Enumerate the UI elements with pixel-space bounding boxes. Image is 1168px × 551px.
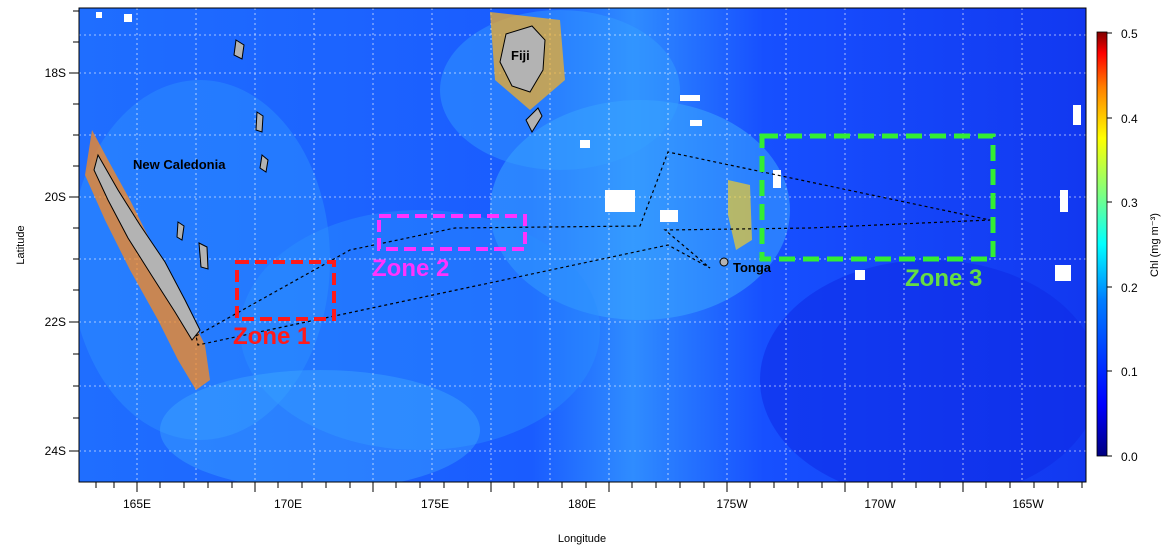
place-label-tonga: Tonga xyxy=(733,260,772,275)
new-caledonia-island xyxy=(93,153,201,341)
cruise-track xyxy=(195,151,991,346)
zone-3-box xyxy=(759,133,996,262)
chl-patch xyxy=(760,260,1086,482)
fiji-island xyxy=(499,25,546,93)
y-tick-labels: 18S 20S 22S 24S xyxy=(45,66,66,458)
loyalty-island xyxy=(198,242,209,270)
chl-patch xyxy=(490,100,790,320)
zone-2-label: Zone 2 xyxy=(372,255,449,282)
tonga-island xyxy=(719,257,729,267)
colorbar-tick-label: 0.2 xyxy=(1121,281,1138,295)
colorbar-tick-label: 0.1 xyxy=(1121,365,1138,379)
y-tick-label: 20S xyxy=(45,190,66,204)
x-tick-label: 165W xyxy=(1012,497,1044,511)
y-tick-label: 18S xyxy=(45,66,66,80)
x-axis-title: Longitude xyxy=(558,533,606,545)
vanuatu-island xyxy=(255,111,264,133)
zone-1-label: Zone 1 xyxy=(233,323,310,350)
x-tick-label: 175W xyxy=(716,497,748,511)
vanuatu-island xyxy=(259,154,269,173)
map-panel: New Caledonia Fiji Tonga Zone 1 Zone 2 Z… xyxy=(79,8,1086,482)
x-tick-label: 180E xyxy=(568,497,596,511)
no-data-gaps xyxy=(96,12,1081,281)
graticule xyxy=(79,8,1086,482)
zone-1-box xyxy=(235,260,336,321)
chl-patch xyxy=(240,210,600,450)
tonga-bloom xyxy=(728,180,752,250)
colorbar-tick-label: 0.5 xyxy=(1121,27,1138,41)
colorbar-ramp xyxy=(1096,31,1108,457)
fiji-island xyxy=(525,107,543,134)
loyalty-island xyxy=(176,221,185,241)
x-axis xyxy=(79,481,1086,492)
y-axis xyxy=(69,8,80,482)
x-tick-label: 175E xyxy=(421,497,449,511)
zone-3-label: Zone 3 xyxy=(905,265,982,292)
place-label-fiji: Fiji xyxy=(511,48,530,63)
place-label-new-caledonia: New Caledonia xyxy=(133,157,226,172)
x-tick-label: 165E xyxy=(123,497,151,511)
x-tick-label: 170W xyxy=(864,497,896,511)
x-tick-label: 170E xyxy=(274,497,302,511)
zone-2-box xyxy=(377,214,527,251)
colorbar-tick-label: 0.0 xyxy=(1121,450,1138,464)
y-tick-label: 24S xyxy=(45,444,66,458)
y-tick-label: 22S xyxy=(45,315,66,329)
loyalty-island xyxy=(233,39,245,60)
colorbar-tick-label: 0.4 xyxy=(1121,112,1138,126)
y-axis-title: Latitude xyxy=(15,225,27,264)
x-tick-labels: 165E 170E 175E 180E 175W 170W 165W xyxy=(123,497,1044,511)
chl-patch xyxy=(160,370,480,482)
colorbar-title: Chl (mg m⁻³) xyxy=(1149,213,1161,277)
colorbar: 0.5 0.4 0.3 0.2 0.1 0.0 Chl (mg m⁻³) xyxy=(1096,27,1161,464)
colorbar-tick-label: 0.3 xyxy=(1121,196,1138,210)
